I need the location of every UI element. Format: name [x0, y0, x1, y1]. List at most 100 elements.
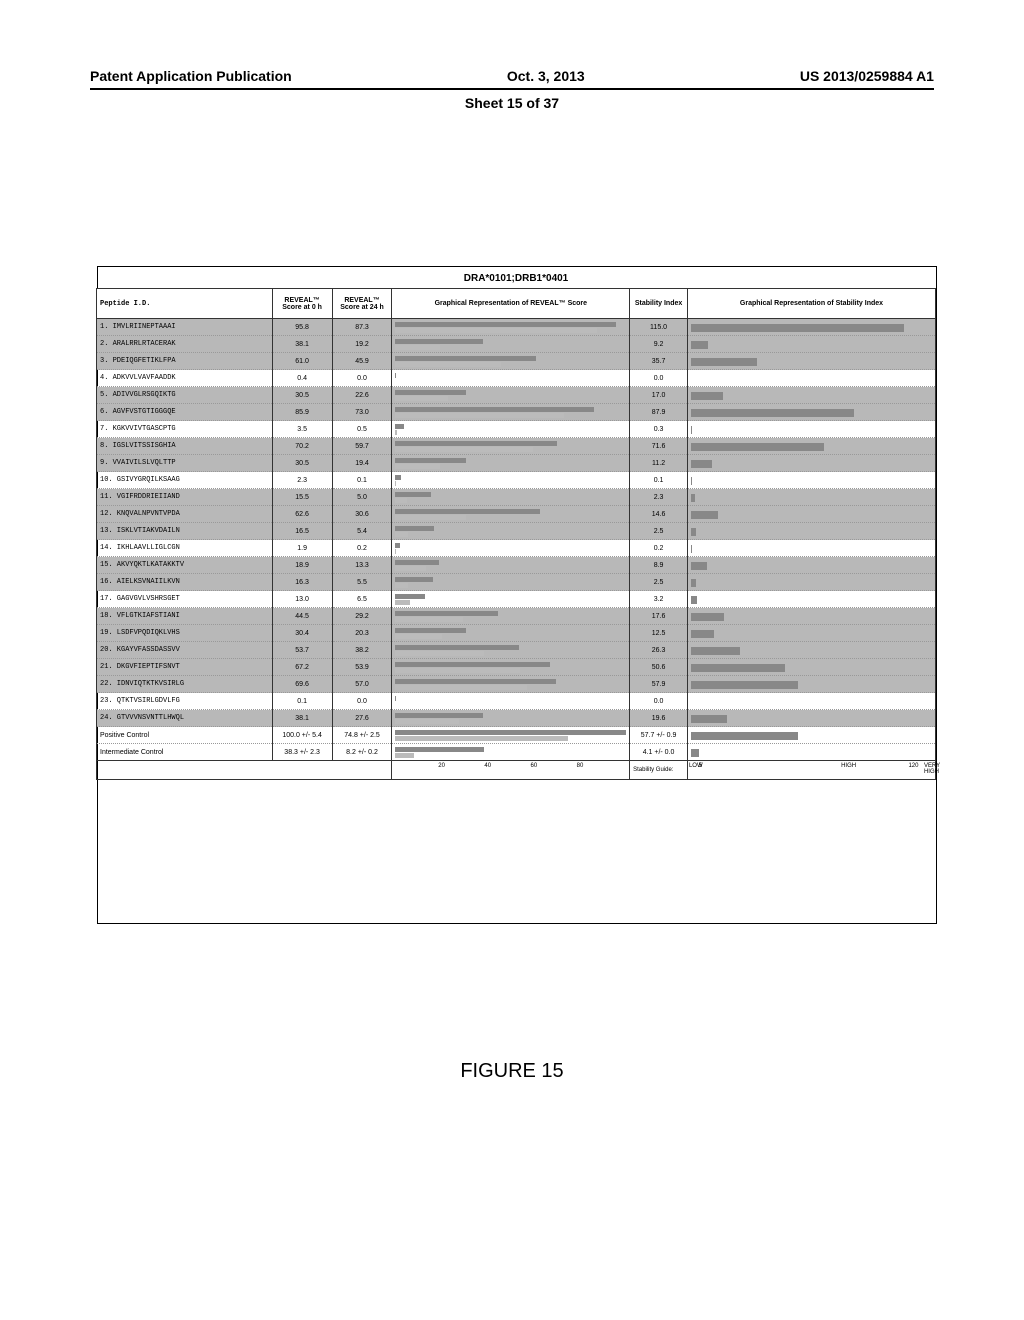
table-row: 21. DKGVFIEPTIFSNVT67.253.950.6 [97, 659, 936, 676]
pub-label: Patent Application Publication [90, 68, 292, 84]
stability-bar-cell [687, 710, 935, 727]
table-row: 17. GAGVGVLVSHRSGET13.06.53.2 [97, 591, 936, 608]
table-row: 12. KNQVALNPVNTVPDA62.630.614.6 [97, 506, 936, 523]
score0-cell: 95.8 [272, 319, 332, 336]
peptide-cell: 21. DKGVFIEPTIFSNVT [97, 659, 273, 676]
score0-cell: 13.0 [272, 591, 332, 608]
peptide-cell: 7. KGKVVIVTGASCPTG [97, 421, 273, 438]
col-reveal-bar: Graphical Representation of REVEAL™ Scor… [392, 289, 630, 319]
stability-cell: 2.5 [630, 574, 688, 591]
table-row: 13. ISKLVTIAKVDAILN16.55.42.5 [97, 523, 936, 540]
table-row: 9. VVAIVILSLVQLTTP30.519.411.2 [97, 455, 936, 472]
stability-cell: 17.0 [630, 387, 688, 404]
table-row: 7. KGKVVIVTGASCPTG3.50.50.3 [97, 421, 936, 438]
stability-cell: 12.5 [630, 625, 688, 642]
reveal-bar-cell [392, 489, 630, 506]
score0-cell: 85.9 [272, 404, 332, 421]
table-row: 20. KGAYVFASSDASSVV53.738.226.3 [97, 642, 936, 659]
reveal-bar-cell [392, 472, 630, 489]
stability-bar-cell [687, 506, 935, 523]
peptide-cell: 10. GSIVYGRQILKSAAG [97, 472, 273, 489]
table-row: 5. ADIVVGLRSGQIKTG30.522.6 17.0 [97, 387, 936, 404]
stability-bar-cell [687, 659, 935, 676]
stability-bar-cell [687, 421, 935, 438]
control-s24: 8.2 +/- 0.2 [332, 744, 392, 761]
peptide-cell: 5. ADIVVGLRSGQIKTG [97, 387, 273, 404]
stability-cell: 50.6 [630, 659, 688, 676]
stability-bar-cell [687, 591, 935, 608]
stability-bar-cell [687, 387, 935, 404]
peptide-cell: 8. IGSLVITSSISGHIA [97, 438, 273, 455]
score24-cell: 59.7 [332, 438, 392, 455]
score24-cell: 5.0 [332, 489, 392, 506]
score0-cell: 15.5 [272, 489, 332, 506]
peptide-cell: 12. KNQVALNPVNTVPDA [97, 506, 273, 523]
control-label: Positive Control [97, 727, 273, 744]
col-score0: REVEAL™ Score at 0 h [272, 289, 332, 319]
table-row: 2. ARALRRLRTACERAK38.119.29.2 [97, 336, 936, 353]
score0-cell: 30.5 [272, 455, 332, 472]
control-stab: 57.7 +/- 0.9 [630, 727, 688, 744]
stability-cell: 11.2 [630, 455, 688, 472]
reveal-bar-cell [392, 353, 630, 370]
stability-cell: 9.2 [630, 336, 688, 353]
stability-cell: 0.3 [630, 421, 688, 438]
score0-cell: 0.1 [272, 693, 332, 710]
table-row: 24. GTVVVNSVNTTLHWQL38.127.619.6 [97, 710, 936, 727]
score24-cell: 5.5 [332, 574, 392, 591]
score0-cell: 38.1 [272, 336, 332, 353]
reveal-bar-cell [392, 608, 630, 625]
score24-cell: 57.0 [332, 676, 392, 693]
stability-cell: 0.2 [630, 540, 688, 557]
table-row: 3. PDEIQGFETIKLFPA61.045.935.7 [97, 353, 936, 370]
control-stab-bar [687, 744, 935, 761]
stability-cell: 115.0 [630, 319, 688, 336]
reveal-bar-cell [392, 574, 630, 591]
stability-cell: 26.3 [630, 642, 688, 659]
score0-cell: 38.1 [272, 710, 332, 727]
score24-cell: 29.2 [332, 608, 392, 625]
reveal-bar-cell [392, 506, 630, 523]
reveal-bar-cell [392, 625, 630, 642]
table-row: 11. VGIFRDDRIEIIAND15.55.02.3 [97, 489, 936, 506]
score0-cell: 44.5 [272, 608, 332, 625]
reveal-bar-cell [392, 642, 630, 659]
table-row: 14. IKHLAAVLLIGLCGN1.90.20.2 [97, 540, 936, 557]
stability-cell: 14.6 [630, 506, 688, 523]
stability-bar-cell [687, 472, 935, 489]
reveal-bar-cell [392, 421, 630, 438]
control-label: Intermediate Control [97, 744, 273, 761]
score24-cell: 22.6 [332, 387, 392, 404]
reveal-bar-cell [392, 370, 630, 387]
peptide-cell: 2. ARALRRLRTACERAK [97, 336, 273, 353]
table-row: 22. IDNVIQTKTKVSIRLG69.657.057.9 [97, 676, 936, 693]
reveal-bar-cell [392, 659, 630, 676]
stability-bar-cell [687, 370, 935, 387]
score24-cell: 19.4 [332, 455, 392, 472]
peptide-cell: 17. GAGVGVLVSHRSGET [97, 591, 273, 608]
score24-cell: 20.3 [332, 625, 392, 642]
reveal-bar-cell [392, 387, 630, 404]
stability-cell: 71.6 [630, 438, 688, 455]
table-row: 1. IMVLRIINEPTAAAI95.887.3115.0 [97, 319, 936, 336]
score0-cell: 30.5 [272, 387, 332, 404]
control-s0: 100.0 +/- 5.4 [272, 727, 332, 744]
stability-cell: 19.6 [630, 710, 688, 727]
stability-bar-cell [687, 574, 935, 591]
score0-cell: 16.5 [272, 523, 332, 540]
peptide-cell: 4. ADKVVLVAVFAADDK [97, 370, 273, 387]
table-row: 16. AIELKSVNAIILKVN16.35.52.5 [97, 574, 936, 591]
control-row: Positive Control100.0 +/- 5.474.8 +/- 2.… [97, 727, 936, 744]
score24-cell: 73.0 [332, 404, 392, 421]
table-row: 23. QTKTVSIRLGDVLFG0.10.00.0 [97, 693, 936, 710]
stability-bar-cell [687, 353, 935, 370]
reveal-bar-cell [392, 336, 630, 353]
stability-cell: 2.3 [630, 489, 688, 506]
score24-cell: 27.6 [332, 710, 392, 727]
control-row: Intermediate Control38.3 +/- 2.38.2 +/- … [97, 744, 936, 761]
score0-cell: 69.6 [272, 676, 332, 693]
table-row: 8. IGSLVITSSISGHIA70.259.771.6 [97, 438, 936, 455]
table-row: 4. ADKVVLVAVFAADDK0.40.00.0 [97, 370, 936, 387]
col-stab-bar: Graphical Representation of Stability In… [687, 289, 935, 319]
reveal-bar-cell [392, 557, 630, 574]
